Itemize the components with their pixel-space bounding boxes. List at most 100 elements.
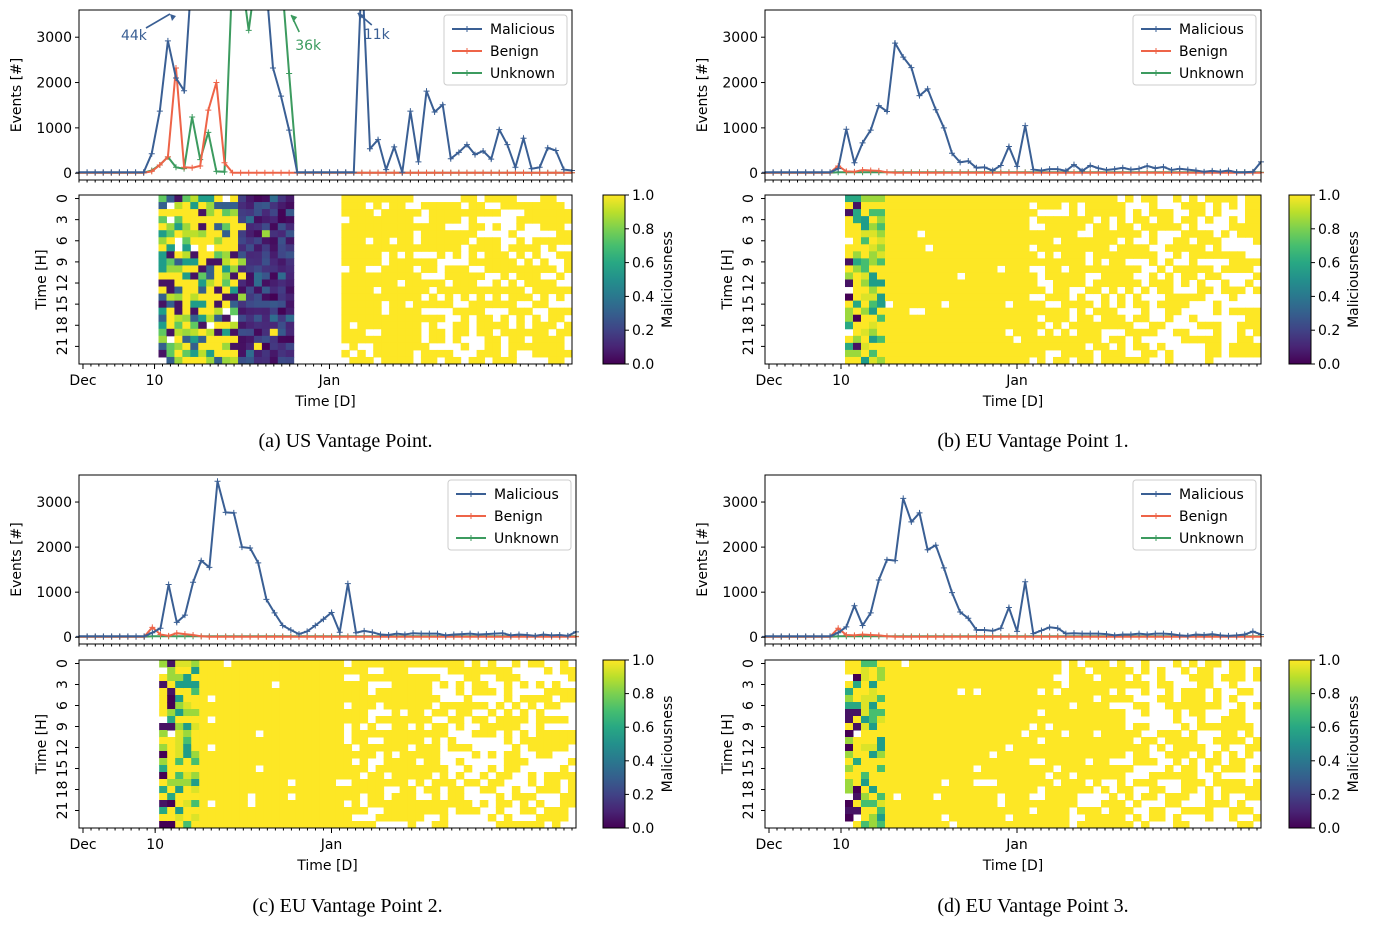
point-benign	[957, 169, 964, 176]
heatmap-cell	[367, 702, 377, 710]
heatmap-cell	[1005, 342, 1014, 351]
heatmap-cell	[253, 328, 263, 337]
heatmap-cell	[1069, 230, 1078, 238]
heatmap-cell	[925, 814, 934, 822]
heatmap-cell	[222, 349, 231, 358]
heatmap-cell	[295, 674, 304, 682]
heatmap-cell	[949, 681, 958, 689]
heatmap-cell	[973, 244, 982, 252]
heatmap-cell	[941, 265, 950, 273]
heatmap-cell	[285, 314, 295, 323]
heatmap-cell	[206, 328, 215, 337]
heatmap-cell	[269, 286, 279, 295]
point-benign	[859, 167, 866, 174]
heatmap-cell	[1245, 223, 1254, 231]
point-malicious	[965, 157, 972, 164]
heatmap-cell	[981, 216, 990, 224]
heatmap-cell	[989, 258, 998, 266]
heatmap-cell	[965, 307, 974, 316]
point-malicious	[1014, 628, 1021, 635]
heatmap-cell	[885, 335, 894, 344]
heatmap-cell	[391, 730, 401, 738]
heatmap-cell	[397, 272, 406, 280]
heatmap-cell	[527, 695, 537, 703]
heatmap-cell	[1221, 279, 1230, 288]
heatmap-cell	[861, 356, 870, 365]
point-malicious	[279, 622, 286, 629]
heatmap-cell	[295, 821, 304, 829]
heatmap-cell	[845, 751, 854, 759]
heatmap-cell	[1013, 821, 1022, 829]
heatmap-cell	[1117, 356, 1126, 365]
heatmap-cell	[1021, 786, 1030, 794]
heatmap-cell	[853, 751, 862, 759]
point-unknown	[245, 27, 252, 34]
heatmap-cell	[431, 723, 441, 731]
heatmap-cell	[1101, 202, 1110, 210]
heatmap-cell	[159, 800, 168, 808]
heatmap-cell	[375, 688, 385, 696]
heatmap-cell	[1053, 342, 1062, 351]
heatmap-cell	[1141, 681, 1150, 689]
heatmap-cell	[238, 307, 247, 316]
heatmap-cell	[548, 237, 557, 245]
heatmap-cell	[381, 237, 390, 245]
heatmap-cell	[452, 272, 462, 280]
heatmap-cell	[567, 800, 577, 808]
heatmap-cell	[167, 772, 176, 780]
heatmap-cell	[989, 293, 998, 302]
y-tick-label: 3000	[36, 495, 72, 511]
heatmap-cell	[965, 716, 974, 724]
point-malicious	[286, 127, 293, 134]
heatmap-cell	[1101, 695, 1110, 703]
heatmap-cell	[405, 335, 414, 344]
heatmap-cell	[1069, 258, 1078, 266]
heatmap-cell	[487, 667, 497, 675]
heatmap-cell	[559, 688, 569, 696]
heatmap-cell	[428, 314, 438, 323]
heatmap-cell	[941, 216, 950, 224]
heatmap-cell	[933, 779, 942, 787]
heatmap-cell	[1125, 321, 1134, 330]
heatmap-cell	[199, 737, 208, 745]
heatmap-cell	[901, 237, 910, 245]
heatmap-cell	[869, 730, 878, 738]
point-benign	[892, 633, 899, 640]
heatmap-cell	[1125, 237, 1134, 245]
heatmap-cell	[532, 286, 541, 295]
heatmap-cell	[1133, 751, 1142, 759]
heatmap-cell	[263, 674, 272, 682]
heatmap-cell	[997, 688, 1006, 696]
heatmap-cell	[885, 702, 894, 710]
heatmap-cell	[973, 209, 982, 217]
point-malicious	[410, 630, 417, 637]
heatmap-cell	[941, 335, 950, 344]
heatmap-cell	[399, 681, 409, 689]
point-benign	[900, 169, 907, 176]
heatmap-cell	[295, 730, 304, 738]
heatmap-cell	[190, 251, 199, 259]
heatmap-cell	[463, 674, 473, 682]
heatmap-cell	[468, 202, 478, 210]
heatmap-cell	[199, 723, 208, 731]
point-benign	[965, 169, 972, 176]
heatmap-cell	[373, 230, 382, 238]
heatmap-cell	[1053, 702, 1062, 710]
heatmap-cell	[869, 237, 878, 245]
y-tick-label: 3000	[722, 30, 758, 46]
heatmap-cell	[1013, 342, 1022, 351]
y-tick-label: 2000	[36, 76, 72, 92]
heatmap-cell	[981, 772, 990, 780]
heatmap-cell	[1013, 230, 1022, 238]
heatmap-cell	[1053, 244, 1062, 252]
heatmap-cell	[1157, 216, 1166, 224]
heatmap-cell	[1045, 216, 1054, 224]
heatmap-cell	[893, 716, 902, 724]
heatmap-cell	[247, 695, 256, 703]
heatmap-cell	[917, 216, 926, 224]
heatmap-cell	[214, 321, 223, 330]
heatmap-cell	[1117, 667, 1126, 675]
heatmap-cell	[965, 328, 974, 337]
heatmap-cell	[551, 779, 561, 787]
point-unknown	[213, 168, 220, 175]
